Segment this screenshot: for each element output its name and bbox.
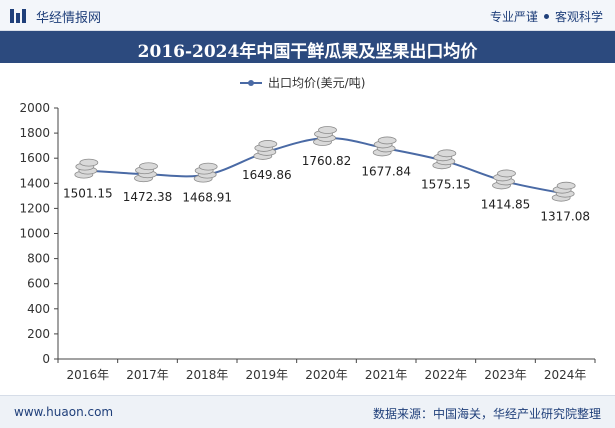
coin-shape [318,126,337,134]
y-tick-label: 2000 [19,101,50,115]
coin-shape [556,181,576,190]
x-tick-label: 2017年 [126,368,169,382]
y-tick-label: 1400 [19,176,50,190]
coin-stack-icon [134,162,158,183]
slogan-right: 客观科学 [554,10,603,24]
coin-shape [258,140,278,148]
footer-bar [0,395,615,428]
x-tick-label: 2020年 [305,368,348,382]
y-tick-label: 1600 [19,151,50,165]
data-label: 1501.15 [63,187,113,201]
footer-source: 数据来源：中国海关，华经产业研究院整理 [372,407,601,421]
coin-stack-icon [492,169,516,190]
footer-site-link[interactable]: www.huaon.com [14,405,114,419]
coin-shape [79,158,99,167]
chart-title: 2016-2024年中国干鲜瓜果及坚果出口均价 [137,42,478,62]
coin-shape [437,149,457,158]
data-label: 1649.86 [242,168,292,182]
legend-label: 出口均价(美元/吨) [268,76,365,90]
coin-shape [497,169,516,178]
data-label: 1472.38 [123,190,173,204]
y-tick-label: 800 [27,252,50,266]
title-band [0,31,615,63]
slogan-left: 专业严谨 [489,10,538,24]
x-tick-label: 2018年 [186,368,229,382]
data-label: 1575.15 [421,177,471,191]
x-tick-label: 2023年 [484,368,527,382]
top-bar [0,0,615,31]
y-tick-label: 1800 [19,126,50,140]
y-tick-label: 1000 [19,227,50,241]
x-tick-label: 2022年 [425,368,468,382]
coin-stack-icon [551,181,576,202]
data-label: 1468.91 [182,191,232,205]
slogan: 专业严谨 客观科学 [490,8,603,25]
y-tick-label: 200 [27,327,50,341]
coin-stack-icon [74,158,99,179]
legend-marker-icon [248,80,254,86]
coin-stack-icon [193,162,218,183]
x-tick-label: 2016年 [67,368,110,382]
slogan-dot-icon [543,14,549,19]
data-label: 1677.84 [361,164,411,178]
x-tick-label: 2019年 [246,368,289,382]
coin-shape [377,136,397,145]
coin-stack-icon [253,140,278,160]
coin-stack-icon [432,149,457,170]
data-label: 1414.85 [481,197,531,211]
y-tick-label: 0 [42,352,50,366]
logo-bars-icon [10,9,26,23]
coin-stack-icon [313,126,337,146]
y-tick-label: 400 [27,302,50,316]
y-tick-label: 600 [27,277,50,291]
x-tick-label: 2024年 [544,368,587,382]
coin-shape [139,162,158,171]
coin-shape [198,162,218,171]
data-label: 1760.82 [302,154,352,168]
x-tick-label: 2021年 [365,368,408,382]
y-tick-label: 1200 [19,201,50,215]
data-label: 1317.08 [540,210,590,224]
coin-stack-icon [372,136,397,157]
line-chart: 0 200 400 600 800 1000 1200 1400 1600 1800 2000 201… [19,76,596,382]
brand-name: 华经情报网 [36,11,102,26]
